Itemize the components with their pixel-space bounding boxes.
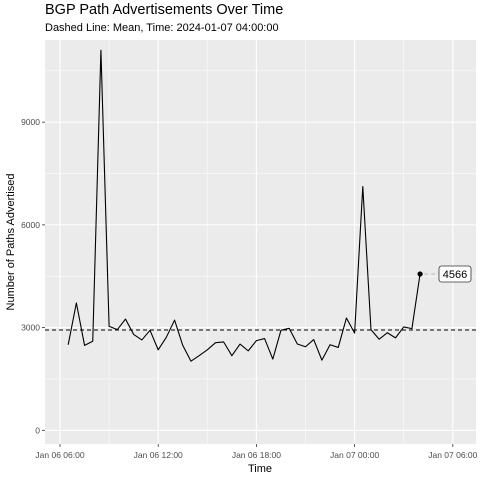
data-point xyxy=(288,327,290,329)
data-point xyxy=(132,333,134,335)
major-grid xyxy=(45,40,476,444)
last-value-callout: 4566 xyxy=(417,265,472,283)
data-point xyxy=(83,344,85,346)
y-axis-ticks: 0 3000 6000 9000 xyxy=(21,117,45,435)
y-axis-title: Number of Paths Advertised xyxy=(5,174,17,311)
data-point xyxy=(75,302,77,304)
data-point xyxy=(206,349,208,351)
data-point xyxy=(173,319,175,321)
data-point xyxy=(345,317,347,319)
data-point xyxy=(321,359,323,361)
data-point xyxy=(222,341,224,343)
callout-label: 4566 xyxy=(443,269,467,281)
data-point xyxy=(231,354,233,356)
y-tick-label: 0 xyxy=(35,425,40,435)
data-point xyxy=(149,329,151,331)
y-tick-label: 6000 xyxy=(21,220,40,230)
data-point xyxy=(239,343,241,345)
data-point xyxy=(272,358,274,360)
data-point xyxy=(280,329,282,331)
data-point xyxy=(214,341,216,343)
x-axis-title: Time xyxy=(248,463,272,475)
y-tick-label: 3000 xyxy=(21,323,40,333)
data-point xyxy=(157,349,159,351)
data-point xyxy=(403,326,405,328)
data-point xyxy=(394,337,396,339)
data-point xyxy=(165,336,167,338)
x-tick-label: Jan 07 00:00 xyxy=(330,450,379,460)
callout-label-box xyxy=(438,265,472,283)
data-point xyxy=(100,49,102,51)
data-point xyxy=(370,328,372,330)
x-tick-label: Jan 06 06:00 xyxy=(35,450,84,460)
data-point xyxy=(141,339,143,341)
y-tick-label: 9000 xyxy=(21,117,40,127)
data-point xyxy=(198,354,200,356)
data-point xyxy=(304,346,306,348)
chart-title: BGP Path Advertisements Over Time xyxy=(45,2,284,18)
data-point xyxy=(353,332,355,334)
data-point xyxy=(296,343,298,345)
data-point xyxy=(362,185,364,187)
x-tick-label: Jan 07 06:00 xyxy=(428,450,477,460)
data-point xyxy=(411,327,413,329)
data-point xyxy=(92,340,94,342)
x-tick-label: Jan 06 12:00 xyxy=(134,450,183,460)
data-point xyxy=(108,325,110,327)
data-point xyxy=(116,328,118,330)
data-point xyxy=(378,338,380,340)
minor-grid xyxy=(45,40,476,444)
data-point xyxy=(312,338,314,340)
data-point xyxy=(124,318,126,320)
x-tick-label: Jan 06 18:00 xyxy=(232,450,281,460)
last-point-marker xyxy=(417,271,423,277)
data-point xyxy=(247,350,249,352)
data-point xyxy=(190,360,192,362)
data-point xyxy=(337,346,339,348)
data-point xyxy=(386,332,388,334)
chart-subtitle: Dashed Line: Mean, Time: 2024-01-07 04:0… xyxy=(45,22,279,34)
data-point xyxy=(182,344,184,346)
x-axis-ticks: Jan 06 06:00 Jan 06 12:00 Jan 06 18:00 Jan … xyxy=(35,444,478,460)
data-point xyxy=(263,337,265,339)
series-line xyxy=(67,49,421,362)
data-point xyxy=(255,339,257,341)
plot-panel xyxy=(45,40,476,444)
data-point xyxy=(67,344,69,346)
data-point xyxy=(329,344,331,346)
